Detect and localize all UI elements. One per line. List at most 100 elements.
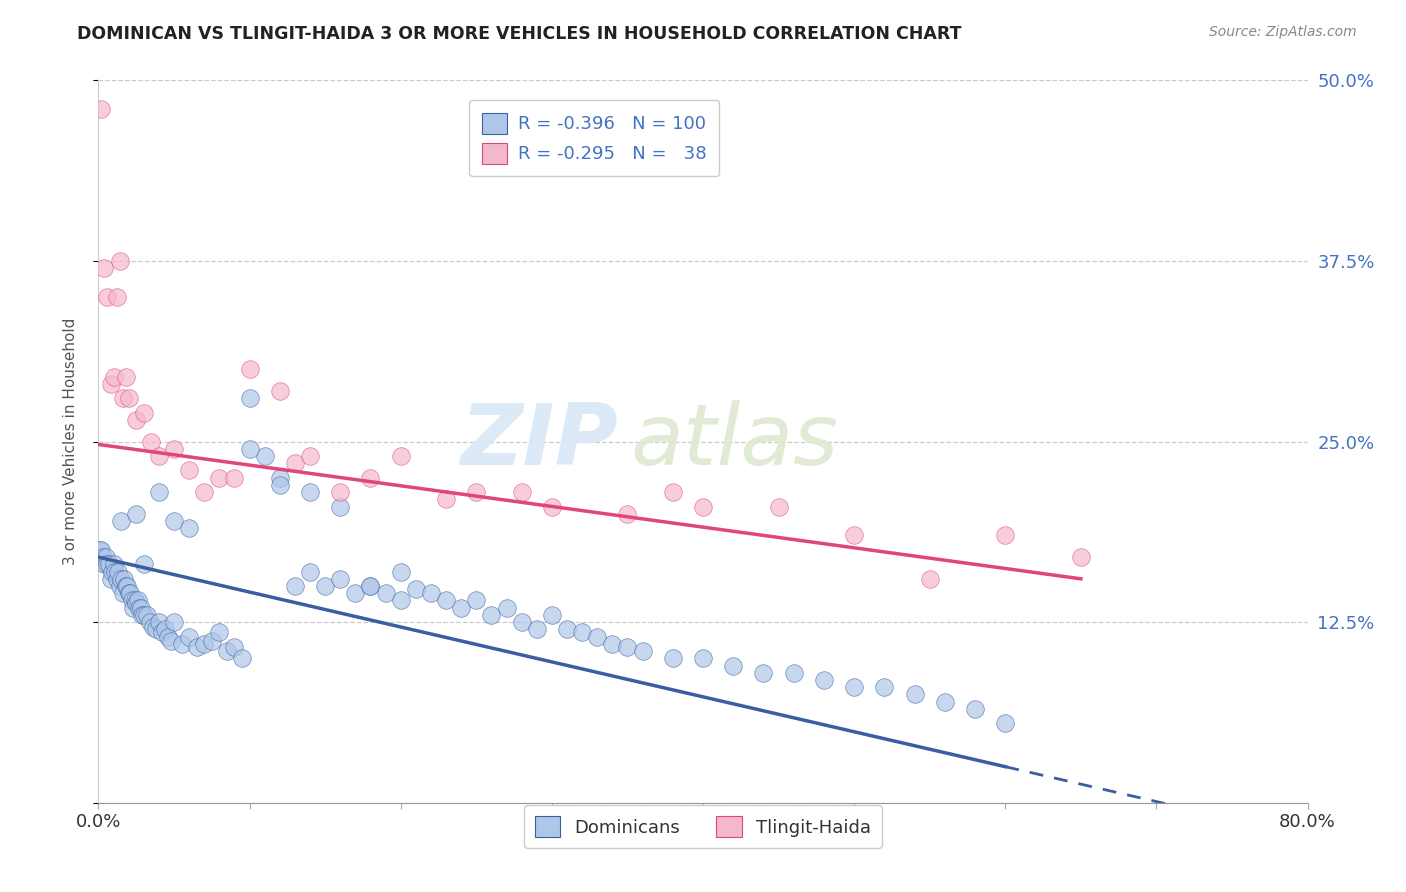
Point (193, 485, 215, 500)
Text: DOMINICAN VS TLINGIT-HAIDA 3 OR MORE VEHICLES IN HOUSEHOLD CORRELATION CHART: DOMINICAN VS TLINGIT-HAIDA 3 OR MORE VEH… (77, 25, 962, 43)
Point (813, 673, 835, 687)
Point (96, 558, 118, 572)
Point (121, 593, 143, 607)
Point (994, 716, 1017, 731)
Point (844, 680, 866, 694)
Point (148, 615, 170, 630)
Point (142, 619, 165, 633)
Point (994, 528, 1017, 542)
Point (122, 600, 145, 615)
Point (90, 102, 112, 116)
Point (128, 600, 150, 615)
Point (90, 542, 112, 557)
Point (768, 500, 790, 514)
Point (465, 593, 488, 607)
Point (752, 665, 775, 680)
Point (844, 528, 866, 542)
Point (269, 478, 291, 492)
Point (965, 702, 987, 716)
Point (179, 521, 201, 535)
Text: ZIP: ZIP (461, 400, 619, 483)
Point (904, 687, 927, 701)
Point (89, 542, 111, 557)
Point (105, 572, 128, 586)
Point (329, 485, 352, 500)
Point (231, 651, 253, 665)
Point (329, 572, 352, 586)
Point (360, 579, 382, 593)
Point (108, 253, 131, 268)
Point (692, 651, 714, 665)
Point (124, 593, 146, 607)
Point (125, 507, 148, 521)
Point (145, 623, 167, 637)
Point (108, 579, 131, 593)
Point (661, 651, 683, 665)
Point (344, 586, 367, 600)
Point (481, 607, 503, 622)
Point (139, 615, 162, 630)
Point (105, 290, 128, 304)
Point (163, 615, 186, 630)
Point (510, 485, 533, 500)
Point (111, 391, 134, 405)
Point (120, 586, 142, 600)
Point (465, 485, 488, 500)
Point (540, 500, 562, 514)
Point (314, 579, 336, 593)
Point (129, 600, 152, 615)
Point (723, 658, 745, 673)
Point (125, 596, 148, 610)
Point (389, 449, 412, 463)
Point (179, 463, 201, 477)
Point (114, 579, 136, 593)
Point (602, 637, 624, 651)
Point (94, 550, 117, 565)
Point (107, 565, 129, 579)
Point (103, 369, 125, 384)
Point (284, 456, 307, 470)
Point (224, 470, 246, 484)
Point (389, 565, 412, 579)
Point (135, 607, 157, 622)
Point (329, 500, 352, 514)
Point (163, 442, 186, 456)
Point (389, 593, 412, 607)
Point (299, 485, 322, 500)
Point (510, 615, 533, 630)
Point (170, 637, 193, 651)
Point (118, 391, 141, 405)
Point (110, 514, 132, 528)
Point (132, 607, 155, 622)
Point (420, 586, 443, 600)
Point (284, 579, 307, 593)
Point (100, 376, 122, 391)
Point (934, 695, 956, 709)
Point (93, 558, 115, 572)
Point (153, 623, 176, 637)
Point (239, 362, 262, 376)
Point (215, 644, 238, 658)
Point (201, 634, 224, 648)
Point (118, 586, 141, 600)
Point (555, 623, 578, 637)
Point (104, 565, 127, 579)
Text: atlas: atlas (630, 400, 838, 483)
Point (160, 634, 183, 648)
Point (526, 623, 548, 637)
Point (1070, 550, 1092, 565)
Point (91, 550, 114, 565)
Point (208, 625, 231, 640)
Point (434, 492, 457, 507)
Point (299, 565, 322, 579)
Point (132, 406, 155, 420)
Point (150, 625, 173, 640)
Point (156, 630, 179, 644)
Point (115, 579, 138, 593)
Point (571, 625, 593, 640)
Point (873, 680, 896, 694)
Point (360, 579, 382, 593)
Point (148, 449, 170, 463)
Point (148, 485, 170, 500)
Point (239, 442, 262, 456)
